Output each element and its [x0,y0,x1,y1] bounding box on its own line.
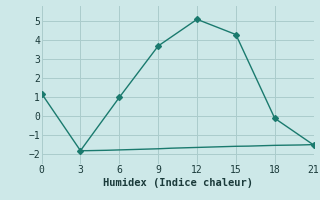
X-axis label: Humidex (Indice chaleur): Humidex (Indice chaleur) [103,178,252,188]
